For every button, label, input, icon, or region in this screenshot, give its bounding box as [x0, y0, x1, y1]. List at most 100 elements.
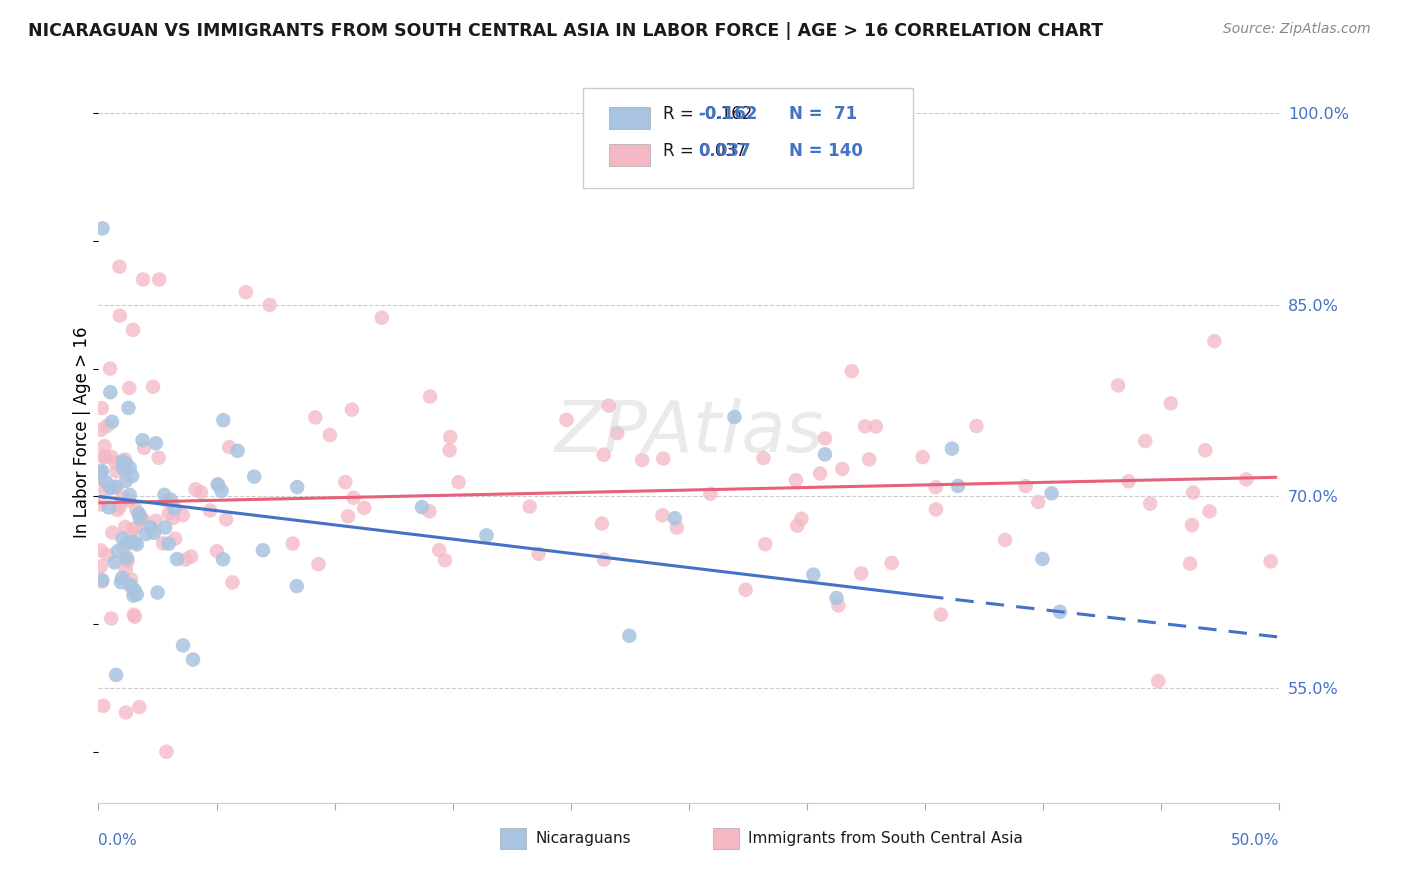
Point	[851, 566, 873, 581]
Point	[1260, 554, 1282, 568]
Point	[212, 413, 235, 427]
Text: 0.037: 0.037	[699, 143, 751, 161]
Text: NICARAGUAN VS IMMIGRANTS FROM SOUTH CENTRAL ASIA IN LABOR FORCE | AGE > 16 CORRE: NICARAGUAN VS IMMIGRANTS FROM SOUTH CENT…	[28, 22, 1104, 40]
Point	[591, 516, 613, 531]
Point	[285, 579, 308, 593]
Point	[90, 574, 112, 589]
Point	[181, 652, 204, 666]
Point	[132, 441, 155, 455]
Point	[166, 552, 188, 566]
Point	[124, 535, 146, 549]
Point	[90, 498, 112, 512]
Point	[925, 480, 948, 494]
Text: ZPAtlas: ZPAtlas	[554, 398, 824, 467]
Point	[831, 462, 853, 476]
Point	[631, 453, 654, 467]
Point	[100, 450, 122, 464]
Point	[651, 508, 673, 523]
Point	[853, 419, 876, 434]
Point	[120, 573, 142, 587]
Point	[243, 469, 266, 483]
Point	[105, 480, 128, 494]
Point	[104, 456, 127, 470]
Point	[1014, 479, 1036, 493]
Point	[825, 591, 848, 605]
Point	[1194, 443, 1216, 458]
Text: Source: ZipAtlas.com: Source: ZipAtlas.com	[1223, 22, 1371, 37]
Point	[215, 512, 238, 526]
Point	[91, 464, 114, 478]
Point	[880, 556, 903, 570]
Point	[157, 536, 180, 550]
Point	[108, 500, 131, 514]
Point	[118, 493, 141, 508]
Point	[1204, 334, 1226, 348]
Point	[129, 508, 152, 523]
Point	[90, 543, 112, 558]
Point	[786, 518, 808, 533]
Point	[439, 430, 461, 444]
Point	[90, 423, 112, 437]
Point	[98, 361, 121, 376]
Point	[1182, 485, 1205, 500]
Point	[148, 450, 170, 465]
Point	[174, 552, 197, 566]
Point	[142, 380, 165, 394]
Point	[155, 745, 177, 759]
Point	[252, 543, 274, 558]
Point	[104, 480, 127, 494]
Point	[418, 504, 440, 518]
Point	[946, 479, 969, 493]
Point	[734, 582, 756, 597]
Point	[98, 385, 121, 400]
Point	[319, 428, 342, 442]
Point	[207, 477, 229, 491]
Point	[163, 501, 186, 516]
Point	[527, 547, 550, 561]
Point	[98, 479, 121, 493]
Point	[117, 554, 139, 568]
Point	[124, 583, 146, 598]
Point	[114, 520, 136, 534]
Point	[91, 450, 114, 464]
Point	[120, 579, 142, 593]
Point	[128, 507, 150, 521]
Point	[117, 536, 139, 550]
Point	[122, 607, 145, 622]
Point	[91, 698, 114, 713]
Text: 50.0%: 50.0%	[1232, 833, 1279, 848]
Point	[335, 475, 357, 489]
Point	[165, 532, 187, 546]
Point	[1049, 605, 1071, 619]
Point	[619, 629, 641, 643]
Point	[101, 525, 124, 540]
FancyBboxPatch shape	[501, 828, 526, 848]
Point	[152, 536, 174, 550]
Point	[371, 310, 394, 325]
Point	[342, 491, 364, 505]
Point	[111, 571, 134, 585]
Point	[94, 483, 117, 498]
Point	[105, 668, 128, 682]
Point	[115, 551, 138, 566]
Point	[125, 537, 148, 551]
Text: Nicaraguans: Nicaraguans	[536, 830, 631, 846]
Point	[598, 399, 620, 413]
Point	[929, 607, 952, 622]
Point	[96, 419, 118, 434]
Point	[91, 221, 114, 235]
Point	[419, 390, 441, 404]
Point	[125, 587, 148, 601]
Point	[911, 450, 934, 464]
Text: R = -0.162: R = -0.162	[664, 105, 752, 123]
Point	[212, 552, 235, 566]
Point	[115, 457, 138, 471]
FancyBboxPatch shape	[609, 144, 650, 166]
Point	[281, 536, 304, 550]
Point	[664, 511, 686, 525]
Point	[108, 309, 131, 323]
Point	[128, 511, 150, 525]
Point	[148, 272, 170, 286]
Point	[155, 493, 177, 508]
Point	[308, 558, 330, 572]
